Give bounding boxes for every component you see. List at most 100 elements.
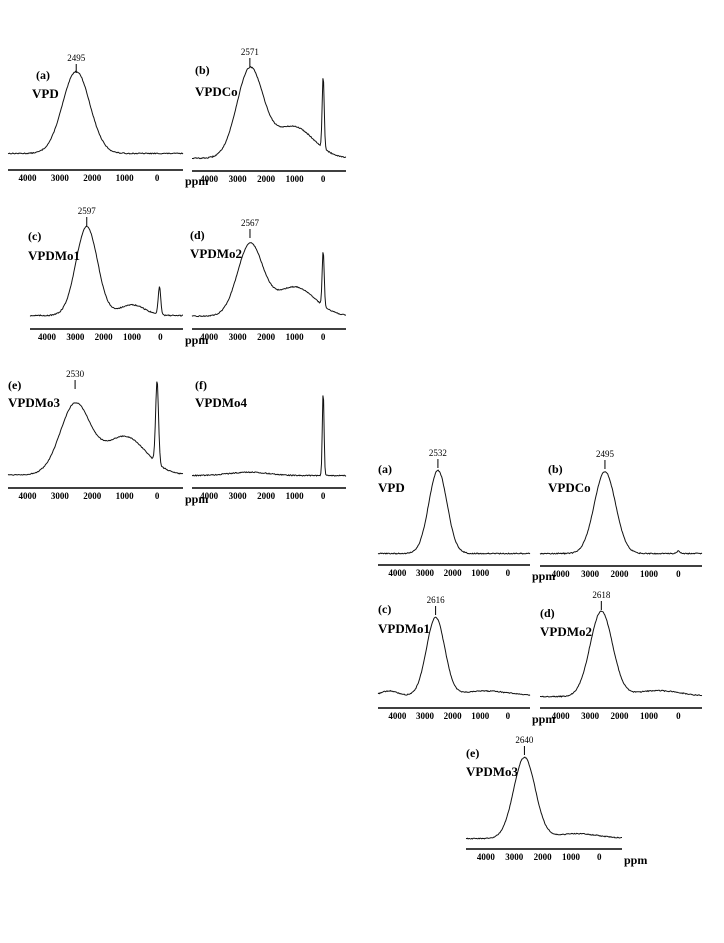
x-tick-label: 2000 <box>444 711 463 721</box>
panel-label: (f) <box>195 378 207 392</box>
x-tick-label: 0 <box>597 852 602 862</box>
x-tick-label: 4000 <box>477 852 496 862</box>
x-tick-label: 3000 <box>505 852 524 862</box>
x-tick-label: 3000 <box>416 711 435 721</box>
x-tick-label: 3000 <box>66 332 85 342</box>
x-tick-label: 2000 <box>95 332 114 342</box>
x-tick-label: 0 <box>676 569 681 579</box>
x-tick-label: 1000 <box>286 491 305 501</box>
x-tick-label: 1000 <box>562 852 581 862</box>
x-tick-label: 1000 <box>123 332 142 342</box>
x-tick-label: 4000 <box>38 332 57 342</box>
x-tick-label: 0 <box>321 174 326 184</box>
x-tick-label: 0 <box>676 711 681 721</box>
spectrum-panel: 4000 3000 2000 1000 0 ppm (c) VPDMo1 2597 <box>28 206 208 347</box>
x-tick-label: 1000 <box>286 332 305 342</box>
peak-value-label: 2616 <box>427 595 446 605</box>
x-tick-label: 3000 <box>51 173 70 183</box>
spectrum-line <box>192 66 347 160</box>
x-tick-label: 4000 <box>200 174 219 184</box>
x-tick-label: 2000 <box>83 491 102 501</box>
x-tick-label: 4000 <box>552 569 571 579</box>
spectrum-panel: 4000 3000 2000 1000 0 ppm (a) VPD 2532 <box>377 448 555 583</box>
spectrum-line <box>465 756 622 840</box>
x-tick-label: 3000 <box>229 491 248 501</box>
spectrum-line <box>540 610 703 698</box>
spectrum-panel: 4000 3000 2000 1000 0 ppm (a) VPD 2495 <box>7 53 208 188</box>
spectrum-line <box>7 70 184 155</box>
x-unit-label: ppm <box>185 333 208 347</box>
panel-label: (d) <box>190 228 205 242</box>
x-tick-label: 1000 <box>286 174 305 184</box>
sample-name: VPDMo2 <box>540 624 592 639</box>
x-tick-label: 1000 <box>471 711 490 721</box>
x-tick-label: 2000 <box>257 491 276 501</box>
spectrum-line <box>191 242 346 318</box>
x-unit-label: ppm <box>624 853 647 867</box>
sample-name: VPDMo4 <box>195 395 247 410</box>
peak-value-label: 2495 <box>67 53 86 63</box>
spectrum-line <box>539 471 703 555</box>
x-tick-label: 2000 <box>257 174 276 184</box>
x-tick-label: 2000 <box>611 711 630 721</box>
x-tick-label: 1000 <box>116 173 135 183</box>
x-tick-label: 3000 <box>229 174 248 184</box>
x-tick-label: 0 <box>506 568 511 578</box>
x-tick-label: 0 <box>506 711 511 721</box>
x-tick-label: 0 <box>155 173 160 183</box>
peak-value-label: 2618 <box>592 590 611 600</box>
sample-name: VPDMo1 <box>28 248 80 263</box>
x-unit-label: ppm <box>185 174 208 188</box>
spectrum-line <box>377 616 531 696</box>
sample-name: VPD <box>32 86 59 101</box>
x-tick-label: 3000 <box>51 491 70 501</box>
peak-value-label: 2567 <box>241 218 260 228</box>
x-unit-label: ppm <box>185 492 208 506</box>
x-tick-label: 4000 <box>18 173 37 183</box>
spectrum-line <box>29 225 183 317</box>
panel-label: (c) <box>28 229 41 243</box>
peak-value-label: 2530 <box>66 369 85 379</box>
x-tick-label: 1000 <box>116 491 135 501</box>
spectrum-line <box>7 381 184 476</box>
x-tick-label: 4000 <box>200 491 219 501</box>
x-tick-label: 3000 <box>581 569 600 579</box>
spectrum-panel: 4000 3000 2000 1000 0 (d) VPDMo2 2618 <box>540 590 703 721</box>
x-tick-label: 4000 <box>200 332 219 342</box>
spectrum-panel: 4000 3000 2000 1000 0 (b) VPDCo 2571 <box>192 47 347 184</box>
peak-value-label: 2597 <box>78 206 97 216</box>
spectrum-panel: 4000 3000 2000 1000 0 (d) VPDMo2 2567 <box>190 218 346 342</box>
sample-name: VPDMo2 <box>190 246 242 261</box>
x-unit-label: ppm <box>532 712 555 726</box>
x-tick-label: 2000 <box>257 332 276 342</box>
x-tick-label: 0 <box>321 491 326 501</box>
x-tick-label: 0 <box>321 332 326 342</box>
panel-label: (d) <box>540 606 555 620</box>
peak-value-label: 2640 <box>515 735 534 745</box>
sample-name: VPDMo3 <box>8 395 60 410</box>
peak-value-label: 2571 <box>241 47 259 57</box>
x-tick-label: 2000 <box>611 569 630 579</box>
x-tick-label: 4000 <box>18 491 37 501</box>
spectrum-line <box>192 395 347 477</box>
spectrum-line <box>377 469 531 555</box>
x-tick-label: 0 <box>155 491 160 501</box>
x-unit-label: ppm <box>532 569 555 583</box>
peak-value-label: 2495 <box>596 449 615 459</box>
x-tick-label: 2000 <box>444 568 463 578</box>
panel-label: (b) <box>548 462 563 476</box>
x-tick-label: 0 <box>158 332 163 342</box>
sample-name: VPDCo <box>548 480 591 495</box>
panel-label: (e) <box>8 378 21 392</box>
panel-label: (a) <box>36 68 50 82</box>
x-tick-label: 3000 <box>416 568 435 578</box>
panel-label: (a) <box>378 462 392 476</box>
panel-label: (b) <box>195 63 210 77</box>
x-tick-label: 2000 <box>83 173 102 183</box>
peak-value-label: 2532 <box>429 448 447 458</box>
x-tick-label: 4000 <box>552 711 571 721</box>
sample-name: VPDCo <box>195 84 238 99</box>
spectrum-panel: 4000 3000 2000 1000 0 (b) VPDCo 2495 <box>539 449 703 579</box>
panel-label: (e) <box>466 746 479 760</box>
